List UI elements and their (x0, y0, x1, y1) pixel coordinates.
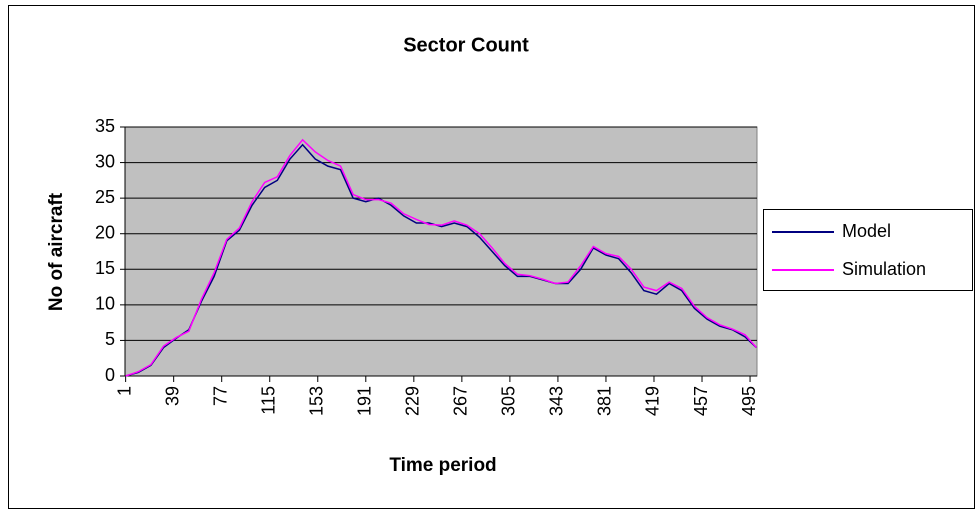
x-tick-label: 305 (499, 386, 519, 416)
x-tick-label: 1 (114, 386, 134, 396)
x-tick-label: 267 (451, 386, 471, 416)
x-tick-label: 343 (547, 386, 567, 416)
x-tick-label: 153 (307, 386, 327, 416)
series-line (125, 143, 757, 377)
x-tick-label: 191 (355, 386, 375, 416)
y-tick-label: 0 (105, 365, 115, 385)
x-tick-label: 229 (403, 386, 423, 416)
y-tick-label: 10 (95, 294, 115, 314)
y-tick-label: 20 (95, 222, 115, 242)
legend (763, 209, 973, 291)
x-tick-label: 115 (258, 386, 278, 415)
y-tick-label: 30 (95, 151, 115, 171)
x-tick-label: 419 (643, 386, 663, 416)
y-tick-label: 5 (105, 329, 115, 349)
chart-title: Sector Count (403, 34, 529, 56)
legend-label: Simulation (842, 259, 926, 279)
y-axis-label: No of aircraft (46, 192, 67, 311)
legend-label: Model (842, 221, 891, 241)
y-tick-label: 35 (95, 116, 115, 136)
x-tick-label: 77 (210, 386, 230, 406)
x-tick-label: 495 (739, 386, 759, 416)
plot-area (124, 126, 758, 377)
x-tick-label: 457 (691, 386, 711, 416)
y-tick-label: 25 (95, 187, 115, 207)
x-axis-label: Time period (389, 455, 496, 476)
x-tick-label: 39 (162, 386, 182, 406)
series-line (125, 138, 757, 377)
x-tick-label: 381 (595, 386, 615, 416)
y-tick-label: 15 (95, 258, 115, 278)
